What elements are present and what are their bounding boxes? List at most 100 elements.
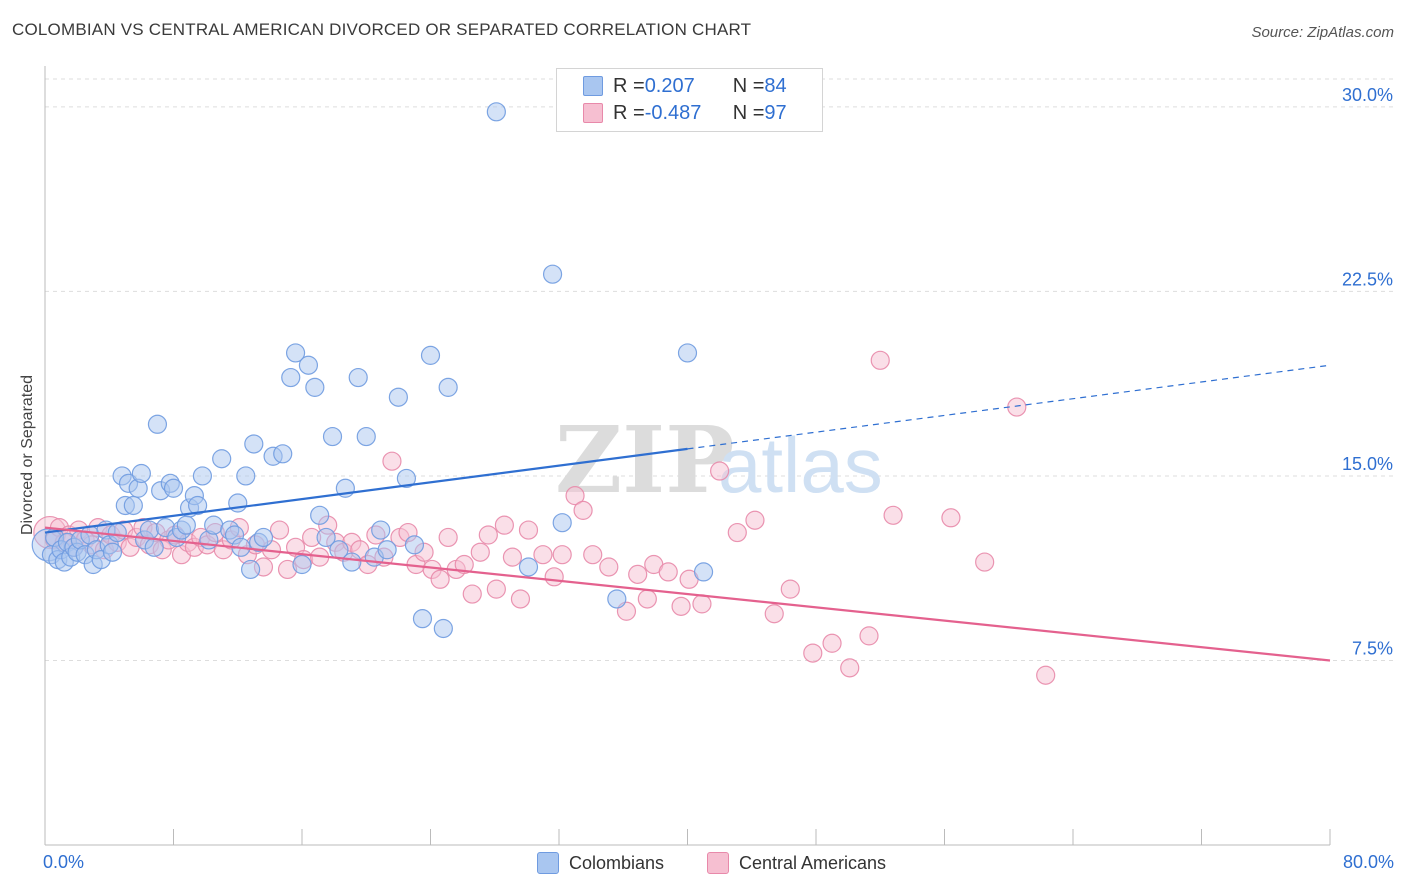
n-value-central-americans: 97 xyxy=(764,101,787,124)
colombians-point xyxy=(123,495,143,516)
y-tick-labels: 7.5% 15.0% 22.5% 30.0% xyxy=(1342,85,1393,659)
central-americans-point xyxy=(883,505,903,525)
colombians-point xyxy=(139,520,160,540)
central-americans-swatch xyxy=(583,103,603,123)
y-axis-title: Divorced or Separated xyxy=(19,374,36,536)
central-americans-point xyxy=(583,545,603,565)
r-value-central-americans: -0.487 xyxy=(644,101,702,124)
central-americans-point xyxy=(533,545,553,565)
central-americans-point xyxy=(510,589,531,609)
colombians-point xyxy=(404,535,425,555)
stats-row-colombians: R = 0.207 N = 84 xyxy=(583,73,787,99)
colombians-point xyxy=(542,264,563,284)
colombians-point xyxy=(433,618,453,639)
legend-swatch-colombians xyxy=(537,852,559,874)
central-americans-point xyxy=(727,522,747,543)
legend-label-colombians: Colombians xyxy=(569,852,665,873)
x-axis-min-label: 0.0% xyxy=(43,852,85,872)
central-americans-point xyxy=(1036,665,1056,685)
colombians-point xyxy=(241,559,261,580)
central-americans-point xyxy=(494,515,514,535)
y-tick-label: 15.0% xyxy=(1342,454,1393,474)
y-tick-label: 7.5% xyxy=(1352,638,1393,658)
central-americans-point xyxy=(478,525,498,545)
central-americans-points xyxy=(33,350,1056,685)
central-americans-point xyxy=(764,604,784,624)
central-americans-point xyxy=(430,569,450,589)
central-americans-point xyxy=(269,520,290,540)
stats-box: R = 0.207 N = 84 R = -0.487 N = 97 xyxy=(556,68,823,132)
central-americans-point xyxy=(544,567,564,587)
colombians-trendline-extension xyxy=(687,364,1331,450)
axes xyxy=(44,66,1331,846)
central-americans-point xyxy=(565,486,585,506)
x-axis-max-label: 80.0% xyxy=(1342,852,1394,872)
central-americans-point xyxy=(859,626,879,646)
legend-item-colombians: Colombians xyxy=(537,852,664,874)
colombians-point xyxy=(322,426,343,447)
colombians-point xyxy=(371,520,391,540)
colombians-point xyxy=(388,387,408,407)
chart-title: COLOMBIAN VS CENTRAL AMERICAN DIVORCED O… xyxy=(12,20,752,39)
legend-item-central-americans: Central Americans xyxy=(707,852,886,874)
colombians-point xyxy=(348,367,368,388)
stats-row-central-americans: R = -0.487 N = 97 xyxy=(583,100,787,126)
colombians-point xyxy=(486,102,506,122)
colombians-point xyxy=(677,343,698,363)
colombians-point xyxy=(412,609,433,629)
r-value-colombians: 0.207 xyxy=(644,74,695,97)
colombians-swatch xyxy=(583,76,603,96)
central-americans-point xyxy=(710,461,730,481)
colombians-point xyxy=(236,466,256,486)
watermark-zip: ZIP xyxy=(555,406,734,514)
colombians-point xyxy=(163,478,184,498)
colombians-point xyxy=(204,515,224,535)
central-americans-point xyxy=(518,520,539,540)
y-tick-label: 30.0% xyxy=(1342,85,1393,105)
colombians-point xyxy=(212,449,232,469)
colombians-point xyxy=(552,513,572,533)
central-americans-point xyxy=(454,554,474,575)
colombians-point xyxy=(281,367,301,388)
n-label: N = xyxy=(732,74,765,97)
central-americans-point xyxy=(840,658,860,678)
colombians-point xyxy=(310,505,330,525)
central-americans-point xyxy=(628,564,648,584)
central-americans-point xyxy=(502,547,523,567)
central-americans-point xyxy=(486,579,506,599)
colombians-point xyxy=(607,589,627,609)
central-americans-point xyxy=(382,451,402,471)
legend: Colombians Central Americans xyxy=(0,852,1406,878)
colombians-trendline xyxy=(44,447,688,534)
central-americans-point xyxy=(870,350,890,370)
colombians-point xyxy=(187,495,208,516)
colombians-point xyxy=(244,434,264,454)
central-americans-point xyxy=(941,508,961,528)
colombians-point xyxy=(253,527,274,548)
colombians-point xyxy=(285,343,306,363)
central-americans-point xyxy=(692,594,712,614)
n-value-colombians: 84 xyxy=(764,74,787,97)
trend-lines xyxy=(44,364,1331,662)
colombians-point xyxy=(107,522,127,543)
central-americans-point xyxy=(780,579,800,599)
central-americans-trendline xyxy=(44,526,1331,662)
watermark-atlas: atlas xyxy=(718,421,883,509)
colombians-point xyxy=(518,557,539,577)
colombians-point xyxy=(396,468,417,489)
legend-label-central-americans: Central Americans xyxy=(739,852,887,873)
colombians-point xyxy=(356,426,376,447)
central-americans-point xyxy=(1007,397,1027,417)
central-americans-point xyxy=(671,596,691,616)
central-americans-point xyxy=(552,545,572,565)
colombians-point xyxy=(144,537,164,557)
central-americans-point xyxy=(803,643,823,663)
central-americans-point xyxy=(462,584,482,604)
n-label: N = xyxy=(732,101,765,124)
colombians-point xyxy=(298,355,319,375)
colombians-point xyxy=(192,466,213,486)
central-americans-point xyxy=(599,557,619,577)
r-label: R = xyxy=(613,74,645,97)
